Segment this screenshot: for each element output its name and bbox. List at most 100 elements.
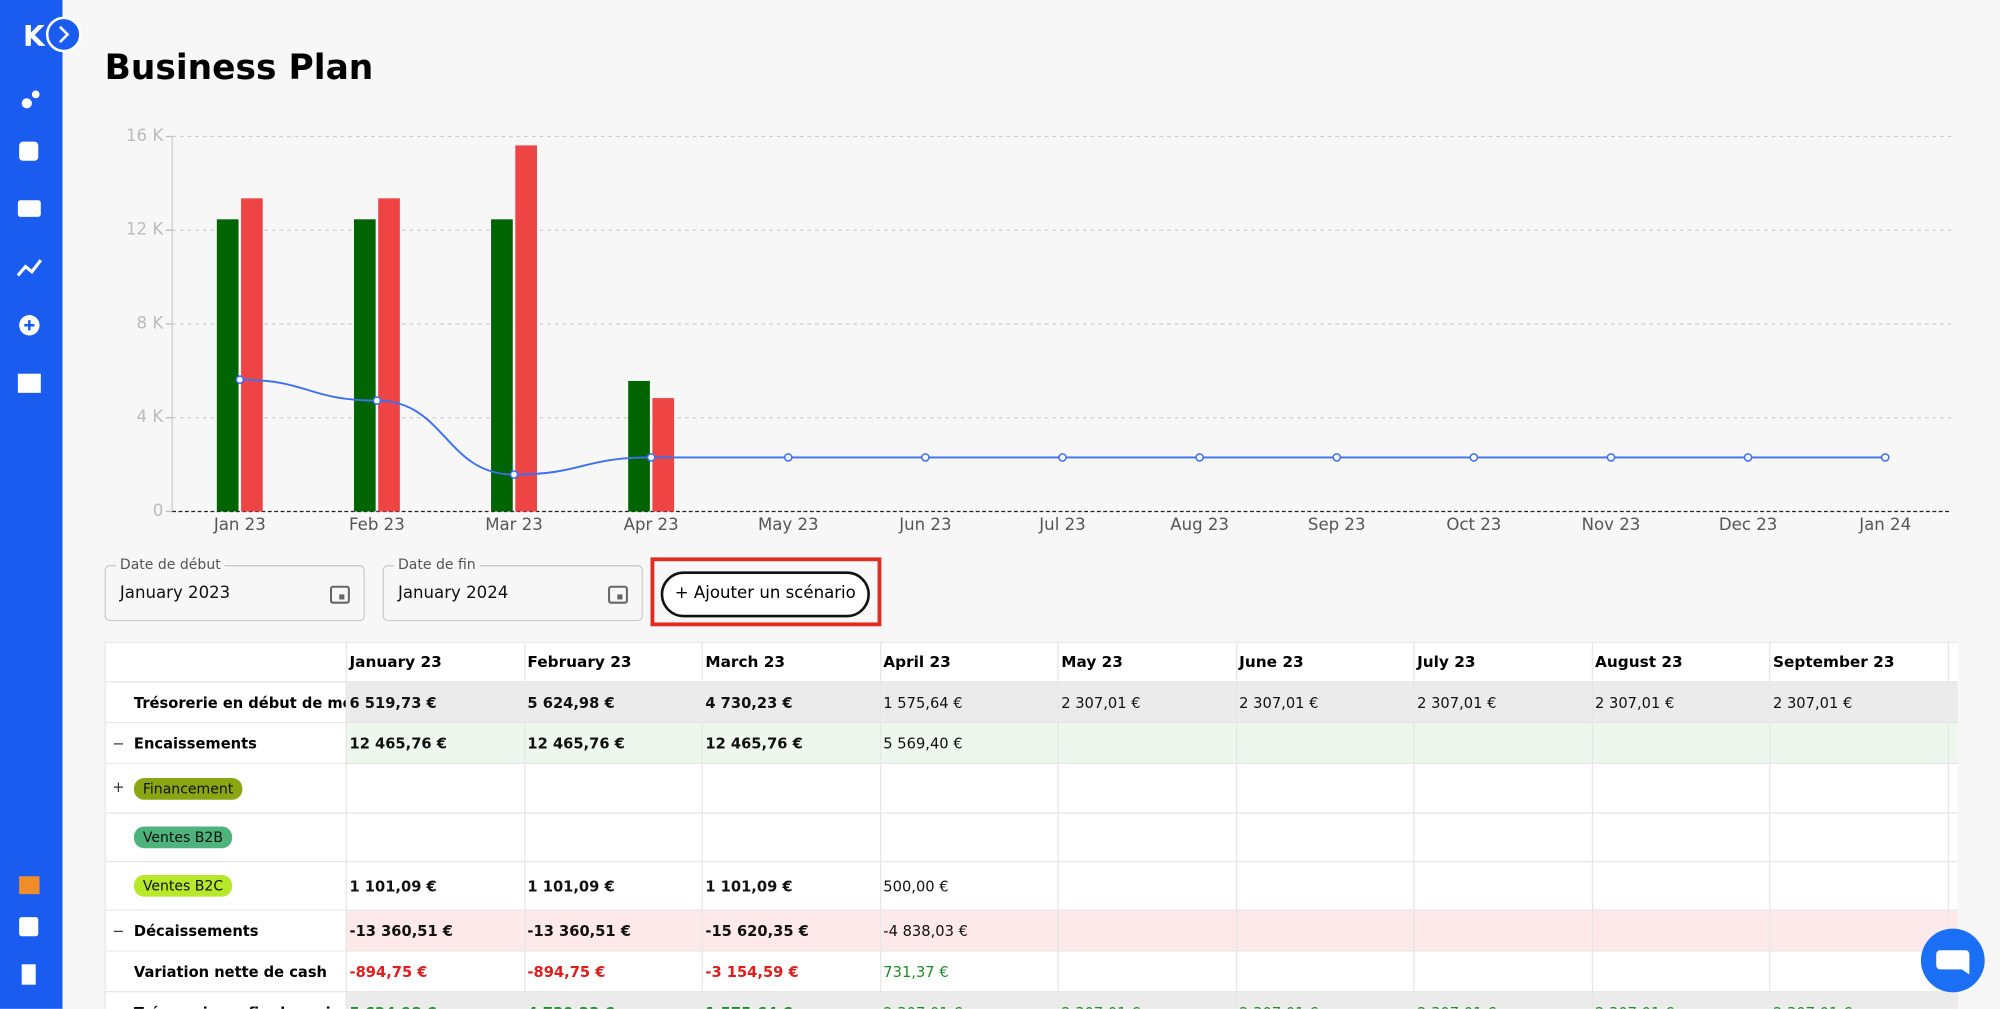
table-cell (1769, 909, 1949, 952)
highlight-box (650, 557, 882, 627)
table-cell: -13 360,51 € (523, 909, 703, 952)
y-tick-label: 16 K (126, 126, 164, 145)
table-cell: 731,37 € (879, 950, 1059, 993)
nav-icon[interactable] (19, 141, 39, 161)
table-cell: 2 307,01 € (1057, 681, 1237, 724)
date-start[interactable]: Date de début January 2023 (104, 556, 365, 622)
table-cell (345, 762, 525, 814)
bar (241, 198, 263, 512)
x-tick-label: Jul 23 (1038, 515, 1085, 534)
x-tick-label: Mar 23 (485, 515, 543, 534)
x-tick-label: Oct 23 (1446, 515, 1501, 534)
x-tick-label: Aug 23 (1170, 515, 1229, 534)
table-cell: 2 307,01 € (1057, 991, 1237, 1009)
gift-icon[interactable] (19, 876, 40, 895)
table-cell (1235, 812, 1415, 863)
logout-icon[interactable] (21, 964, 36, 985)
table-cell (1413, 762, 1593, 814)
column-header: July 23 (1413, 641, 1593, 683)
nav-icon[interactable] (16, 259, 43, 277)
table-cell: 12 465,76 € (523, 721, 703, 765)
table-row: + Financement (104, 762, 1958, 814)
header-row: January 23 February 23 March 23 April 23 May… (104, 641, 1958, 683)
table-cell: 1 575,64 € (879, 681, 1059, 724)
table-row: Trésorerie en début de mois 6 519,73 €5 6… (104, 681, 1958, 724)
toggle[interactable] (45, 16, 82, 53)
table-row: Ventes B2C 1 101,09 €1 101,09 €1 101,09 €… (104, 860, 1958, 911)
nav-icon[interactable] (21, 98, 32, 109)
table-cell: 500,00 € (879, 860, 1059, 911)
table-cell (1947, 812, 1958, 863)
row-label: Variation nette de cash (104, 950, 347, 993)
nav-icon (24, 320, 35, 331)
table: January 23 February 23 March 23 April 23 May… (104, 641, 1958, 1009)
table-cell: 2 307,01 € (1235, 991, 1415, 1009)
table-cell (1235, 950, 1415, 993)
row-label: Ventes B2C (104, 860, 347, 911)
table-cell (1235, 721, 1415, 765)
bar (628, 380, 650, 512)
calendar-icon[interactable] (607, 583, 629, 605)
table-cell (701, 762, 881, 814)
table-cell: 2 307,01 € (1413, 991, 1593, 1009)
chart: 0 4 K 8 K 12 K 16 K Jan 23 Feb 23 Mar 23 Apr 23 M… (126, 126, 1952, 534)
table-cell (1057, 812, 1237, 863)
table-cell: 2 307,01 € (1591, 991, 1771, 1009)
column-header: August 23 (1591, 641, 1771, 683)
bar (216, 219, 239, 512)
category-tag: Ventes B2C (133, 874, 233, 897)
y-tick-label: 0 (153, 501, 164, 520)
y-tick-label: 12 K (126, 220, 164, 239)
column-header: June 23 (1235, 641, 1415, 683)
toggle-arrow (59, 25, 70, 43)
chat-button[interactable] (1920, 928, 1985, 993)
table-cell: 1 101,09 € (345, 860, 525, 911)
table-cell: 4 730,23 € (523, 991, 703, 1009)
point (1880, 453, 1890, 462)
table-cell (1769, 950, 1949, 993)
table-cell (1235, 762, 1415, 814)
help-icon[interactable] (19, 917, 39, 937)
y-tick-label: 8 K (137, 313, 165, 332)
x-tick-label: Dec 23 (1719, 515, 1777, 534)
table-cell (1413, 812, 1593, 863)
table-cell (1057, 909, 1237, 952)
point (921, 453, 930, 462)
table-cell: 1 101,09 € (523, 860, 703, 911)
table-row: − Encaissements 12 465,76 €12 465,76 €12 4… (104, 721, 1958, 765)
x-tick-label: Feb 23 (349, 515, 405, 534)
bar (652, 398, 675, 512)
calendar-icon[interactable] (329, 583, 351, 605)
page-title: Business Plan (104, 48, 374, 89)
logo[interactable]: K (23, 20, 46, 53)
bar (515, 145, 537, 512)
nav-icon[interactable] (17, 373, 41, 393)
point (1743, 453, 1753, 462)
row-label-text: Variation nette de cash (133, 962, 328, 981)
field-label: Date de fin (394, 556, 480, 573)
table-cell: 2 307,01 € (1769, 681, 1949, 724)
row-label: − Encaissements (104, 721, 347, 765)
table-row: Ventes B2B (104, 812, 1958, 863)
row-label-text: Décaissements (133, 921, 259, 940)
row-label-text: Trésorerie en fin de mois (134, 1003, 339, 1009)
table-cell (1057, 950, 1237, 993)
table-cell (1413, 721, 1593, 765)
field-value: January 2023 (119, 584, 231, 604)
table-cell (1947, 721, 1958, 765)
add-scenario-button[interactable]: + Ajouter un scénario (660, 571, 870, 618)
table-cell (1591, 860, 1771, 911)
table-cell (879, 762, 1059, 814)
point (1058, 453, 1067, 462)
row-label: Ventes B2B (104, 812, 347, 863)
table-cell: 1 575,64 € (701, 991, 881, 1009)
expand-toggle: − (112, 734, 125, 752)
row-label: + Financement (104, 762, 347, 814)
point (646, 453, 656, 462)
point (235, 375, 245, 384)
table-cell (1769, 860, 1949, 911)
chat-icon (1936, 950, 1970, 975)
date-end[interactable]: Date de fin January 2024 (382, 556, 643, 622)
nav-icon[interactable] (17, 200, 41, 217)
